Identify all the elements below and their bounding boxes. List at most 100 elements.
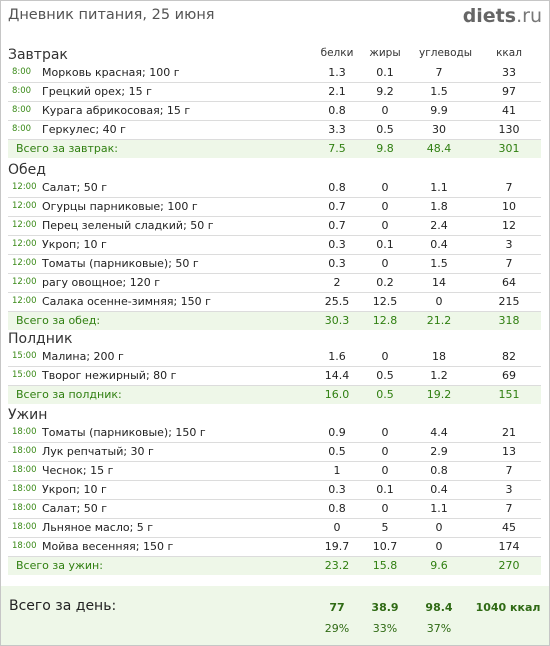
protein: 0.3: [328, 238, 346, 251]
protein: 0.9: [328, 426, 346, 439]
day-protein-percent: 29%: [324, 622, 350, 635]
kcal: 64: [502, 276, 516, 289]
kcal: 12: [502, 219, 516, 232]
day-kcal: 1040 ккал: [475, 601, 541, 614]
food-name: Салака осенне-зимняя; 150 г: [42, 295, 211, 308]
food-row: 18:00 Чеснок; 15 г 1 0 0.8 7: [8, 462, 541, 481]
food-name: Лук репчатый; 30 г: [42, 445, 154, 458]
protein: 0.7: [328, 200, 346, 213]
carbs: 1.5: [430, 85, 448, 98]
food-row: 12:00 Перец зеленый сладкий; 50 г 0.7 0 2.4 1…: [8, 217, 541, 236]
carbs: 0.4: [430, 483, 448, 496]
time: 18:00: [12, 522, 37, 532]
food-row: 12:00 Укроп; 10 г 0.3 0.1 0.4 3: [8, 236, 541, 255]
fat: 0.5: [376, 388, 394, 401]
time: 8:00: [12, 124, 32, 134]
kcal: 215: [498, 295, 520, 308]
time: 8:00: [12, 67, 32, 77]
protein: 0.8: [328, 181, 346, 194]
protein: 2: [333, 276, 341, 289]
meal-title: Ужин: [8, 407, 48, 423]
fat: 0.2: [376, 276, 394, 289]
food-row: 18:00 Укроп; 10 г 0.3 0.1 0.4 3: [8, 481, 541, 500]
total-label: Всего за ужин:: [16, 559, 103, 572]
time: 18:00: [12, 446, 37, 456]
time: 12:00: [12, 220, 37, 230]
meal-total-row: Всего за полдник: 16.0 0.5 19.2 151: [8, 386, 541, 404]
food-row: 12:00 Салака осенне-зимняя; 150 г 25.5 12.5…: [8, 293, 541, 312]
kcal: 174: [498, 540, 520, 553]
carbs: 0.8: [430, 464, 448, 477]
food-row: 15:00 Творог нежирный; 80 г 14.4 0.5 1.2 69: [8, 367, 541, 386]
protein: 23.2: [324, 559, 350, 572]
food-row: 12:00 Огурцы парниковые; 100 г 0.7 0 1.8 10: [8, 198, 541, 217]
protein: 0.8: [328, 502, 346, 515]
protein: 19.7: [324, 540, 350, 553]
fat: 0: [381, 104, 389, 117]
carbs: 30: [432, 123, 446, 136]
time: 12:00: [12, 277, 37, 287]
meal-header: Обед: [8, 158, 541, 179]
carbs: 0: [435, 540, 443, 553]
food-row: 18:00 Мойва весенняя; 150 г 19.7 10.7 0 174: [8, 538, 541, 557]
meal-header: Завтрак белки жиры углеводы ккал: [8, 43, 541, 64]
food-row: 18:00 Льняное масло; 5 г 0 5 0 45: [8, 519, 541, 538]
time: 18:00: [12, 465, 37, 475]
carbs: 48.4: [426, 142, 452, 155]
protein: 16.0: [324, 388, 350, 401]
day-fat-percent: 33%: [372, 622, 398, 635]
carbs: 0: [435, 521, 443, 534]
protein: 1.3: [328, 66, 346, 79]
food-name: Геркулес; 40 г: [42, 123, 126, 136]
carbs: 2.9: [430, 445, 448, 458]
food-row: 8:00 Курага абрикосовая; 15 г 0.8 0 9.9 41: [8, 102, 541, 121]
page-title: Дневник питания, 25 июня: [8, 7, 215, 23]
kcal: 130: [498, 123, 520, 136]
kcal: 7: [505, 464, 513, 477]
time: 15:00: [12, 370, 37, 380]
meal-total-row: Всего за обед: 30.3 12.8 21.2 318: [8, 312, 541, 330]
day-total: Всего за день: 77 38.9 98.4 1040 ккал 29…: [1, 586, 549, 645]
protein: 0.8: [328, 104, 346, 117]
time: 12:00: [12, 258, 37, 268]
time: 12:00: [12, 201, 37, 211]
food-name: Перец зеленый сладкий; 50 г: [42, 219, 214, 232]
fat: 9.2: [376, 85, 394, 98]
carbs: 9.9: [430, 104, 448, 117]
time: 12:00: [12, 296, 37, 306]
carbs: 2.4: [430, 219, 448, 232]
diets-logo[interactable]: diets.ru: [463, 5, 542, 27]
kcal: 69: [502, 369, 516, 382]
kcal: 270: [498, 559, 520, 572]
kcal: 3: [505, 483, 513, 496]
fat: 0: [381, 502, 389, 515]
time: 18:00: [12, 427, 37, 437]
protein: 1: [333, 464, 341, 477]
fat: 0: [381, 426, 389, 439]
kcal: 97: [502, 85, 516, 98]
carbs: 1.5: [430, 257, 448, 270]
food-name: Творог нежирный; 80 г: [42, 369, 177, 382]
protein: 0: [333, 521, 341, 534]
kcal: 33: [502, 66, 516, 79]
kcal: 45: [502, 521, 516, 534]
kcal: 82: [502, 350, 516, 363]
protein: 14.4: [324, 369, 350, 382]
total-label: Всего за обед:: [16, 314, 101, 327]
day-protein: 77: [329, 601, 345, 614]
meal-section-lunch: Обед 12:00 Салат; 50 г 0.8 0 1.1 7 12:00 Огурц…: [8, 158, 541, 330]
carbs: 19.2: [426, 388, 452, 401]
food-row: 18:00 Томаты (парниковые); 150 г 0.9 0 4.4 21: [8, 424, 541, 443]
kcal: 41: [502, 104, 516, 117]
column-kcal: ккал: [496, 47, 522, 59]
fat: 5: [381, 521, 389, 534]
kcal: 7: [505, 502, 513, 515]
fat: 10.7: [372, 540, 398, 553]
day-carbs: 98.4: [425, 601, 453, 614]
total-label: Всего за завтрак:: [16, 142, 119, 155]
food-name: Грецкий орех; 15 г: [42, 85, 152, 98]
time: 15:00: [12, 351, 37, 361]
time: 8:00: [12, 86, 32, 96]
carbs: 7: [435, 66, 443, 79]
fat: 0.5: [376, 123, 394, 136]
